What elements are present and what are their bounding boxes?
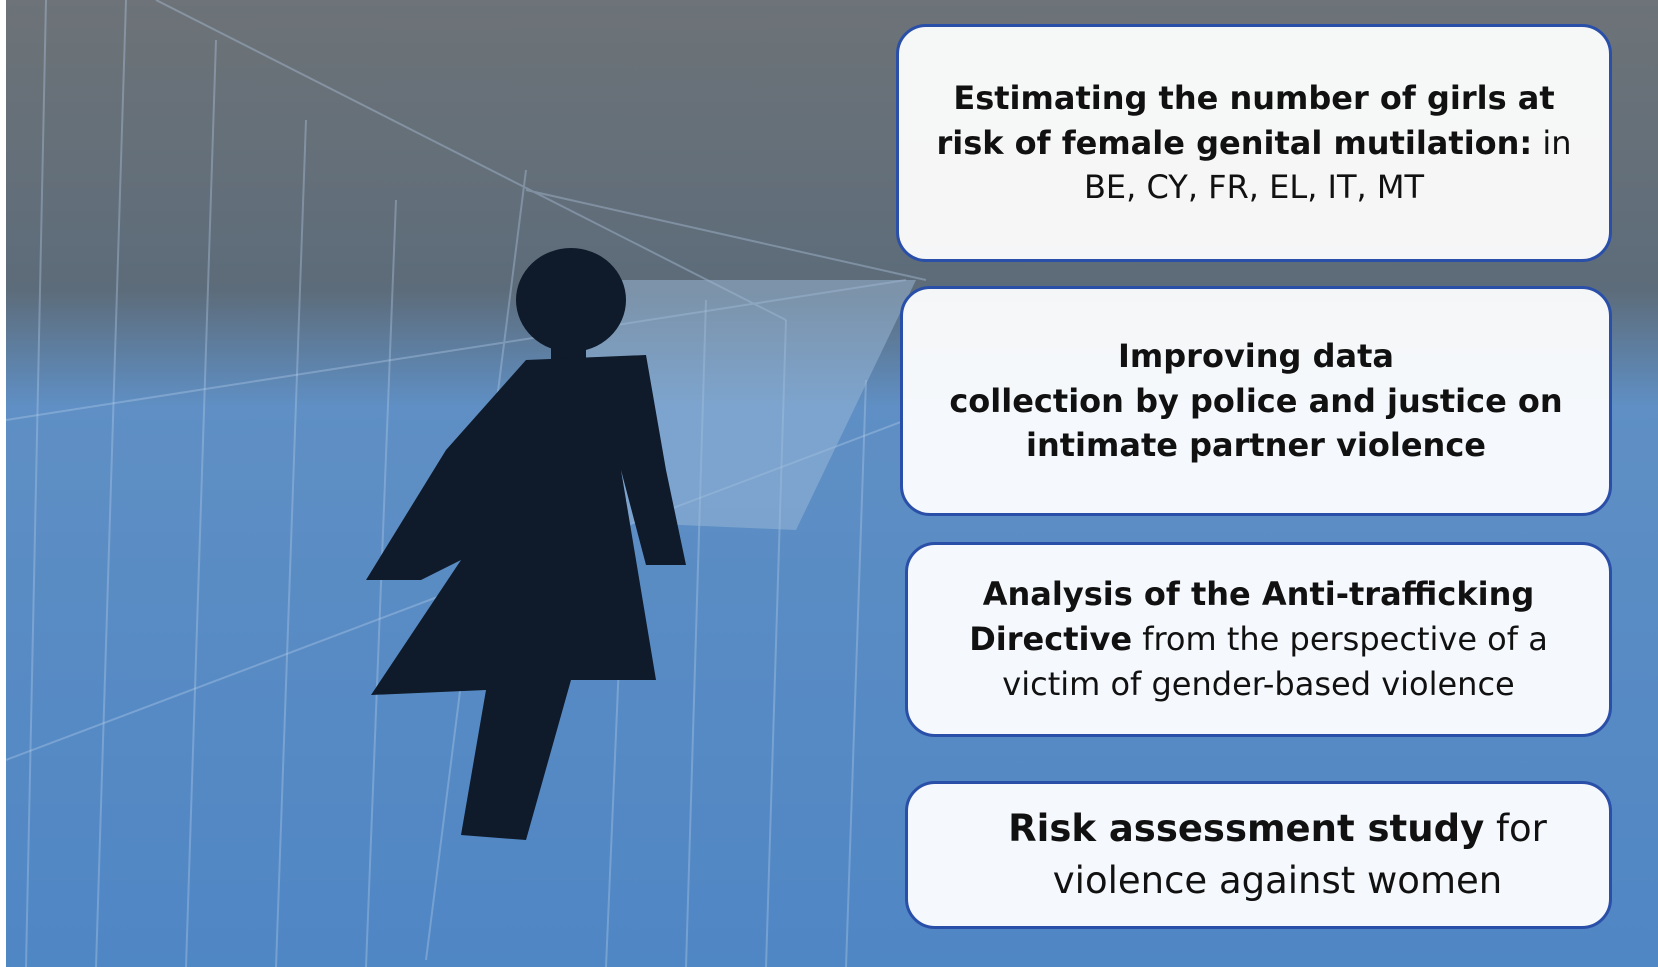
box-heading: Risk assessment study: [1008, 807, 1484, 850]
box-line: intimate partner violence: [949, 423, 1562, 468]
box-line: Improving data: [949, 334, 1562, 379]
info-box: Risk assessment study for violence again…: [905, 781, 1612, 929]
slide: Estimating the number of girls at risk o…: [0, 0, 1658, 967]
info-box: Estimating the number of girls at risk o…: [896, 24, 1612, 262]
info-box: Analysis of the Anti-trafficking Directi…: [905, 542, 1612, 737]
box-line: collection by police and justice on: [949, 379, 1562, 424]
box-heading: Estimating the number of girls at risk o…: [936, 79, 1554, 162]
